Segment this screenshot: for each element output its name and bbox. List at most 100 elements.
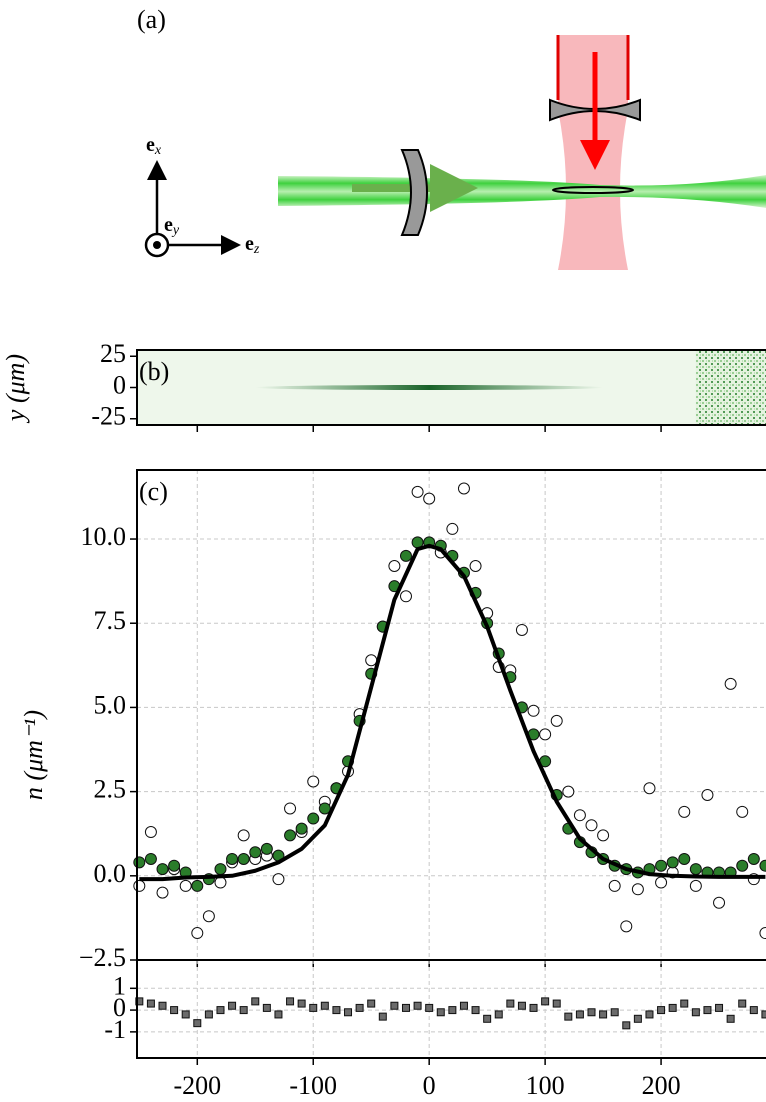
residual-point: [309, 1003, 318, 1012]
raw-point: [724, 677, 737, 690]
residual-point: [193, 1019, 202, 1028]
raw-point: [214, 876, 227, 889]
panel: −2.5 0.0 2.5 5.0 7.5 10.0 (c) n (μm⁻¹): [19, 469, 766, 972]
y-tick-label: 1: [113, 971, 126, 1000]
smoothed-point: [284, 829, 297, 842]
subscript: y: [171, 223, 180, 238]
smoothed-point: [399, 549, 412, 562]
residual-point: [262, 1003, 271, 1012]
y-tick-label: 7.5: [94, 606, 127, 635]
panel-label: (a): [137, 5, 166, 34]
y-tick-label: 5.0: [94, 690, 127, 719]
residual-point: [691, 1008, 700, 1017]
x-tick-label: -100: [289, 1071, 337, 1100]
raw-point: [144, 826, 157, 839]
plot-frame: [136, 349, 766, 426]
smoothed-point: [747, 852, 760, 865]
residual-point: [297, 999, 306, 1008]
raw-point: [365, 654, 378, 667]
smoothed-point: [214, 863, 227, 876]
residual-point: [575, 1010, 584, 1019]
raw-point: [689, 879, 702, 892]
raw-point: [527, 704, 540, 717]
smoothed-point: [191, 879, 204, 892]
residual-point: [483, 1014, 492, 1023]
smoothed-point: [759, 859, 766, 872]
y-axis-label: n (μm⁻¹): [19, 710, 48, 800]
smoothed-point: [666, 856, 679, 869]
residual-point: [494, 1010, 503, 1019]
raw-point: [202, 910, 215, 923]
smoothed-point: [678, 852, 691, 865]
smoothed-point: [295, 822, 308, 835]
y-tick-label: 2.5: [94, 775, 127, 804]
raw-point: [573, 809, 586, 822]
y-tick-label: 0.0: [94, 859, 127, 888]
raw-point: [179, 879, 192, 892]
residual-point: [726, 1014, 735, 1023]
y-tick-label: 10.0: [81, 522, 127, 551]
residual-point: [401, 1003, 410, 1012]
image-noise: [695, 350, 766, 425]
residual-point: [529, 1003, 538, 1012]
residual-point: [517, 1001, 526, 1010]
subscript: z: [253, 242, 260, 257]
residual-point: [749, 1006, 758, 1015]
y-tick-label: 0: [113, 993, 126, 1022]
lens: [400, 149, 428, 236]
residual-point: [633, 1014, 642, 1023]
residual-point: [436, 1008, 445, 1017]
residual-point: [274, 1010, 283, 1019]
residual-point: [645, 1010, 654, 1019]
residual-point: [320, 1001, 329, 1010]
raw-point: [759, 927, 766, 940]
residual-point: [668, 1003, 677, 1012]
symbol: e: [245, 233, 254, 255]
axis-label: ez: [245, 233, 260, 258]
y-tick-label: 25: [100, 339, 126, 368]
y-tick-label: 0: [113, 370, 126, 399]
panel: 250 -25 (b) y (μm): [1, 339, 766, 432]
residual-point: [239, 1006, 248, 1015]
raw-point: [457, 482, 470, 495]
residual-point: [459, 1001, 468, 1010]
raw-point: [156, 886, 169, 899]
residual-point: [738, 999, 747, 1008]
residual-point: [390, 1001, 399, 1010]
residual-point: [564, 1012, 573, 1021]
axis-dot: [153, 241, 161, 249]
residual-point: [680, 999, 689, 1008]
x-tick-label: 0: [423, 1071, 436, 1100]
residual-point: [657, 1006, 666, 1015]
raw-point: [620, 920, 633, 933]
residual-point: [506, 999, 515, 1008]
smoothed-point: [736, 859, 749, 872]
raw-point: [585, 819, 598, 832]
residual-point: [715, 1003, 724, 1012]
smoothed-point: [655, 859, 668, 872]
residual-point: [228, 1001, 237, 1010]
raw-point: [562, 785, 575, 798]
residual-point: [587, 1008, 596, 1017]
y-axis-label: y (μm): [1, 354, 30, 424]
symbol: e: [164, 214, 173, 236]
residual-point: [146, 999, 155, 1008]
smoothed-point: [168, 859, 181, 872]
x-tick-label: 100: [526, 1071, 565, 1100]
panel-label: (b): [139, 357, 169, 386]
smoothed-point: [307, 812, 320, 825]
raw-point: [423, 492, 436, 505]
residual-point: [170, 1006, 179, 1015]
smoothed-point: [249, 846, 262, 859]
residual-point: [344, 1008, 353, 1017]
residual-point: [703, 1006, 712, 1015]
panel: -200 -100 0 100 200-101: [104, 959, 766, 1100]
subscript: x: [154, 143, 162, 158]
raw-point: [272, 873, 285, 886]
raw-point: [701, 788, 714, 801]
residual-point: [332, 1006, 341, 1015]
diagram: (a) ex ey ez: [137, 5, 766, 270]
fit-line: [139, 543, 766, 882]
axis-label: ey: [164, 214, 180, 239]
